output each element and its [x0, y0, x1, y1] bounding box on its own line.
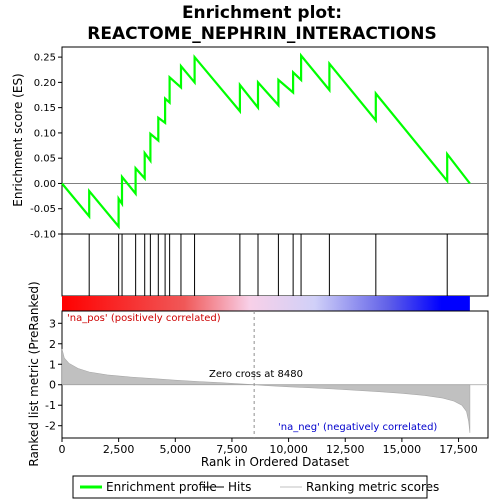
x-tick-label: 12,500 [326, 443, 365, 456]
x-tick-label: 0 [59, 443, 66, 456]
metric-y-tick-label: 0 [49, 379, 56, 392]
x-tick-label: 5,000 [160, 443, 192, 456]
metric-y-tick-label: 3 [49, 317, 56, 330]
es-y-tick-label: -0.10 [30, 230, 56, 241]
es-y-tick-label: 0.05 [34, 154, 56, 165]
metric-y-axis-label: Ranked list metric (PreRanked) [27, 281, 41, 466]
es-y-tick-label: 0.25 [34, 53, 56, 64]
legend-label: Enrichment profile [106, 480, 217, 494]
es-y-tick-label: 0.15 [34, 103, 56, 114]
legend-label: Ranking metric scores [306, 480, 439, 494]
x-tick-label: 7,500 [216, 443, 248, 456]
hits-panel-frame [61, 233, 489, 297]
es-panel-frame [61, 46, 489, 235]
chart-subtitle: REACTOME_NEPHRIN_INTERACTIONS [87, 24, 436, 44]
legend-label: Hits [228, 480, 251, 494]
metric-y-tick-label: 1 [49, 358, 56, 371]
x-tick-label: 17,500 [439, 443, 478, 456]
es-y-tick-label: -0.05 [30, 204, 56, 215]
x-tick-label: 2,500 [103, 443, 135, 456]
x-tick-label: 15,000 [383, 443, 422, 456]
neg-correlation-label: 'na_neg' (negatively correlated) [278, 422, 437, 433]
x-tick-label: 10,000 [269, 443, 308, 456]
es-y-tick-label: 0.10 [34, 128, 56, 139]
legend-box [72, 475, 428, 499]
x-axis-label: Rank in Ordered Dataset [201, 455, 349, 469]
rank-gradient-bar [62, 296, 470, 311]
ranking-metric-area [61, 348, 471, 433]
pos-correlation-label: 'na_pos' (positively correlated) [67, 313, 221, 324]
metric-y-tick-label: -1 [45, 399, 56, 412]
chart-title: Enrichment plot: [182, 3, 342, 23]
metric-y-tick-label: -2 [45, 420, 56, 433]
es-y-tick-label: 0.00 [34, 179, 56, 190]
zero-cross-label: Zero cross at 8480 [209, 369, 303, 380]
metric-y-tick-label: 2 [49, 338, 56, 351]
es-y-tick-label: 0.20 [34, 78, 56, 89]
enrichment-profile-line [61, 52, 471, 230]
es-y-axis-label: Enrichment score (ES) [11, 73, 25, 206]
